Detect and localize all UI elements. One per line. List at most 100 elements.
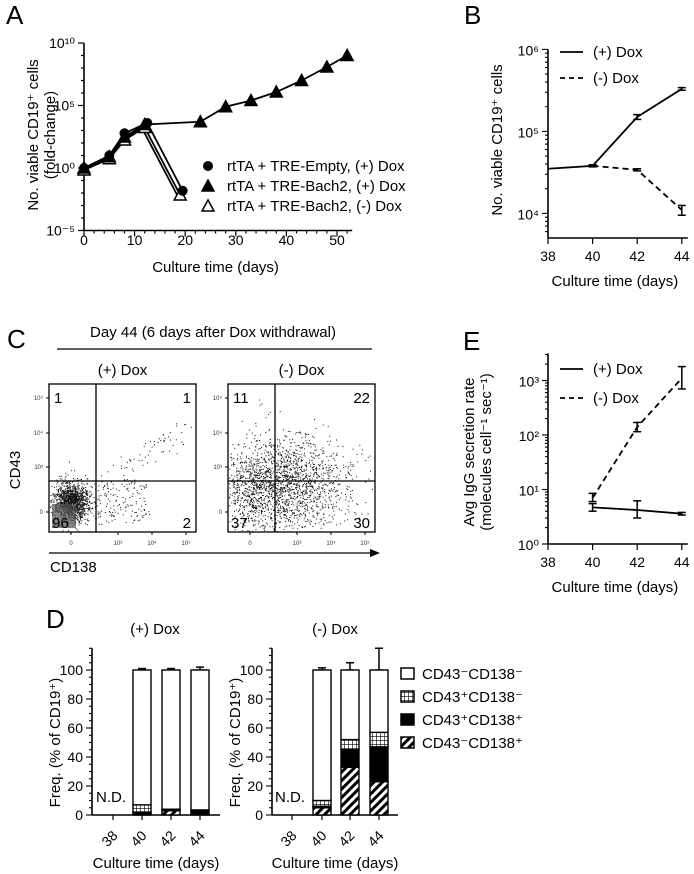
event-dot xyxy=(313,500,315,502)
event-dot xyxy=(293,492,295,494)
event-dot xyxy=(248,503,250,505)
event-dot xyxy=(260,488,262,490)
event-dot xyxy=(271,495,273,497)
event-dot xyxy=(114,494,116,495)
event-dot xyxy=(72,488,74,490)
event-dot xyxy=(321,479,323,481)
event-dot xyxy=(268,481,270,483)
event-dot xyxy=(253,521,255,523)
event-dot xyxy=(76,510,78,512)
event-dot xyxy=(280,494,282,496)
y-tick-label: 100 xyxy=(60,662,84,678)
event-dot xyxy=(256,485,258,487)
event-dot xyxy=(298,472,300,474)
event-dot xyxy=(263,486,265,488)
event-dot xyxy=(303,518,305,520)
event-dot xyxy=(324,489,326,490)
event-dot xyxy=(144,500,146,502)
event-dot xyxy=(93,515,95,517)
event-dot xyxy=(367,513,369,515)
event-dot xyxy=(294,515,296,517)
event-dot xyxy=(345,493,346,495)
event-dot xyxy=(338,483,340,485)
event-dot xyxy=(297,507,298,509)
event-dot xyxy=(294,477,296,479)
event-dot xyxy=(313,510,315,512)
event-dot xyxy=(294,467,296,469)
event-dot xyxy=(75,527,77,529)
event-dot xyxy=(122,514,124,516)
event-dot xyxy=(73,495,75,497)
event-dot xyxy=(143,486,145,488)
event-dot xyxy=(310,446,312,448)
event-dot xyxy=(106,482,108,484)
event-dot xyxy=(259,466,261,468)
event-dot xyxy=(281,455,283,457)
event-dot xyxy=(144,442,146,444)
event-dot xyxy=(60,486,62,488)
event-dot xyxy=(157,441,159,443)
event-dot xyxy=(253,464,255,466)
x-tick-label: 0 xyxy=(69,541,73,547)
event-dot xyxy=(286,484,288,486)
event-dot xyxy=(279,497,281,499)
event-dot xyxy=(279,494,280,496)
event-dot xyxy=(304,448,306,450)
event-dot xyxy=(262,481,264,483)
event-dot xyxy=(264,518,266,520)
event-dot xyxy=(264,499,266,501)
circle-marker xyxy=(203,161,213,171)
event-dot xyxy=(281,488,283,490)
event-dot xyxy=(239,492,240,494)
event-dot xyxy=(270,442,272,444)
event-dot xyxy=(244,487,246,489)
event-dot xyxy=(282,502,284,504)
event-dot xyxy=(84,508,86,510)
event-dot xyxy=(277,469,279,471)
event-dot xyxy=(280,506,281,508)
event-dot xyxy=(270,503,272,505)
event-dot xyxy=(78,493,80,495)
event-dot xyxy=(234,493,236,495)
event-dot xyxy=(65,494,67,496)
event-dot xyxy=(323,524,325,526)
event-dot xyxy=(76,507,78,509)
event-dot xyxy=(265,446,267,448)
event-dot xyxy=(305,473,307,475)
event-dot xyxy=(281,461,283,463)
event-dot xyxy=(302,442,304,444)
event-dot xyxy=(85,498,87,500)
event-dot xyxy=(318,475,320,477)
event-dot xyxy=(324,491,326,493)
event-dot xyxy=(328,472,330,474)
event-dot xyxy=(245,446,246,448)
event-dot xyxy=(273,483,274,485)
event-dot xyxy=(88,507,90,509)
event-dot xyxy=(128,483,130,485)
event-dot xyxy=(77,519,79,521)
event-dot xyxy=(120,456,122,458)
event-dot xyxy=(232,464,234,466)
event-dot xyxy=(104,492,106,494)
event-dot xyxy=(75,502,76,504)
event-dot xyxy=(81,507,83,508)
event-dot xyxy=(262,482,264,484)
event-dot xyxy=(284,526,286,528)
event-dot xyxy=(264,471,266,473)
event-dot xyxy=(75,500,76,502)
event-dot xyxy=(322,506,324,508)
event-dot xyxy=(68,498,70,500)
event-dot xyxy=(280,490,282,491)
event-dot xyxy=(255,476,257,478)
event-dot xyxy=(280,482,282,484)
event-dot xyxy=(293,462,295,464)
event-dot xyxy=(113,509,115,511)
event-dot xyxy=(176,453,178,455)
event-dot xyxy=(61,496,63,498)
event-dot xyxy=(270,469,272,471)
event-dot xyxy=(324,492,326,494)
event-dot xyxy=(255,474,257,476)
event-dot xyxy=(252,493,254,495)
event-dot xyxy=(327,504,329,506)
event-dot xyxy=(234,447,236,449)
